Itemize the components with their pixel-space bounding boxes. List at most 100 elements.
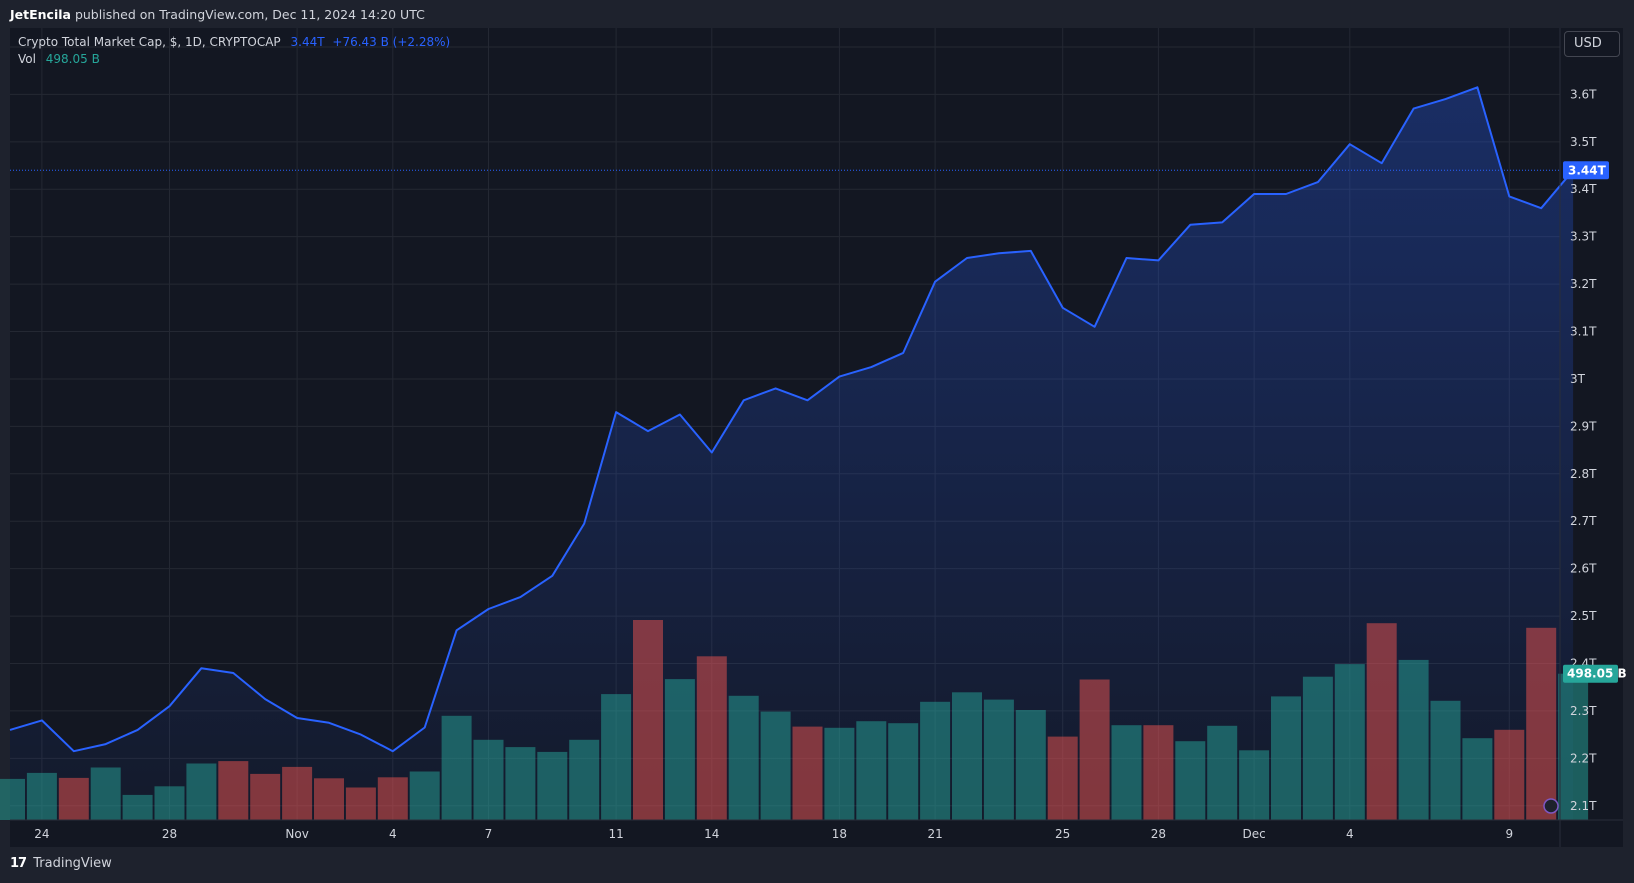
publish-info: published on TradingView.com, Dec 11, 20…	[74, 7, 425, 22]
y-tick-label: 3.5T	[1570, 135, 1597, 149]
volume-bar[interactable]	[505, 747, 536, 820]
volume-badge-label: 498.05 B	[1567, 667, 1627, 681]
volume-bar[interactable]	[1334, 664, 1365, 820]
y-tick-label: 3.2T	[1570, 277, 1597, 291]
volume-bar[interactable]	[122, 794, 153, 820]
x-tick-label: Dec	[1242, 827, 1265, 841]
symbol-title: Crypto Total Market Cap, $, 1D, CRYPTOCA…	[18, 35, 281, 49]
volume-bar[interactable]	[26, 772, 57, 820]
time-axis[interactable]: 24 28 Nov 4 7 11 14 18 21 25 28 Dec 4 9	[34, 827, 1513, 841]
y-tick-label: 2.1T	[1570, 799, 1597, 813]
volume-bar[interactable]	[664, 679, 695, 820]
volume-bar[interactable]	[1175, 741, 1206, 820]
volume-bar[interactable]	[920, 701, 951, 820]
volume-bar[interactable]	[1143, 725, 1174, 820]
volume-bar[interactable]	[888, 723, 919, 820]
volume-bar[interactable]	[1302, 676, 1333, 820]
y-tick-label: 2.5T	[1570, 609, 1597, 623]
author-name[interactable]: JetEncila	[10, 7, 71, 22]
volume-bar[interactable]	[250, 773, 281, 820]
chart-legend: Crypto Total Market Cap, $, 1D, CRYPTOCA…	[18, 34, 450, 68]
legend-volume-row[interactable]: Vol 498.05 B	[18, 51, 450, 68]
x-tick-label: 28	[1151, 827, 1166, 841]
price-axis[interactable]: 2.1T2.2T2.3T2.4T2.5T2.6T2.7T2.8T2.9T3T3.…	[1570, 40, 1597, 813]
volume-bar[interactable]	[1462, 738, 1493, 820]
x-tick-label: 28	[162, 827, 177, 841]
y-tick-label: 3T	[1570, 372, 1586, 386]
y-tick-label: 2.6T	[1570, 562, 1597, 576]
volume-bar[interactable]	[856, 721, 887, 820]
tradingview-logo[interactable]: 17 TradingView	[10, 856, 112, 871]
x-tick-label: 4	[1346, 827, 1354, 841]
volume-bar[interactable]	[441, 715, 472, 820]
price-area	[10, 87, 1574, 821]
y-tick-label: 2.7T	[1570, 514, 1597, 528]
volume-bar[interactable]	[760, 711, 791, 820]
volume-bar[interactable]	[728, 695, 759, 820]
y-tick-label: 2.9T	[1570, 419, 1597, 433]
legend-main-row[interactable]: Crypto Total Market Cap, $, 1D, CRYPTOCA…	[18, 34, 450, 51]
volume-bar[interactable]	[186, 763, 217, 821]
volume-bar[interactable]	[1239, 750, 1270, 820]
volume-badge-background	[1563, 664, 1618, 683]
x-tick-label: Nov	[285, 827, 308, 841]
volume-bar[interactable]	[0, 778, 25, 820]
volume-bar[interactable]	[601, 694, 632, 820]
volume-bar[interactable]	[90, 767, 121, 821]
y-tick-label: 2.8T	[1570, 467, 1597, 481]
volume-bar[interactable]	[1558, 673, 1589, 820]
currency-button[interactable]: USD	[1564, 31, 1620, 57]
volume-bar[interactable]	[1526, 627, 1557, 820]
x-tick-label: 24	[34, 827, 49, 841]
volume-bar[interactable]	[473, 739, 504, 820]
volume-label: Vol	[18, 52, 36, 66]
volume-bar[interactable]	[537, 751, 568, 820]
volume-bar[interactable]	[983, 699, 1014, 820]
volume-bar[interactable]	[1015, 710, 1046, 820]
volume-bar[interactable]	[218, 761, 249, 820]
volume-bars	[0, 620, 1589, 821]
y-tick-label: 3.3T	[1570, 230, 1597, 244]
volume-badge: 498.05 B	[1563, 664, 1627, 683]
volume-bar[interactable]	[58, 777, 89, 820]
y-tick-label: 2.2T	[1570, 751, 1597, 765]
volume-bar[interactable]	[345, 787, 376, 821]
volume-bar[interactable]	[633, 620, 663, 820]
volume-bar[interactable]	[1430, 700, 1461, 820]
volume-bar[interactable]	[1398, 659, 1429, 820]
volume-bar[interactable]	[1079, 679, 1110, 821]
y-tick-label: 2.3T	[1570, 704, 1597, 718]
x-tick-label: 18	[832, 827, 847, 841]
volume-bar[interactable]	[1047, 736, 1078, 820]
volume-bar[interactable]	[824, 727, 855, 820]
x-tick-label: 14	[704, 827, 719, 841]
legend-change: +76.43 B (+2.28%)	[332, 35, 451, 49]
y-tick-label: 3.6T	[1570, 87, 1597, 101]
volume-bar[interactable]	[1111, 725, 1142, 820]
volume-bar[interactable]	[154, 786, 185, 820]
volume-bar[interactable]	[792, 726, 823, 820]
volume-bar[interactable]	[1494, 729, 1525, 820]
volume-bar[interactable]	[282, 766, 313, 820]
y-tick-label: 3.1T	[1570, 325, 1597, 339]
volume-bar[interactable]	[314, 778, 344, 820]
volume-bar[interactable]	[1271, 696, 1301, 820]
price-line[interactable]	[9, 86, 1574, 753]
volume-bar[interactable]	[952, 692, 982, 820]
publish-caption: JetEncila published on TradingView.com, …	[10, 7, 425, 22]
volume-bar[interactable]	[409, 771, 440, 821]
marker-icon[interactable]	[1543, 798, 1559, 814]
x-tick-label: 11	[608, 827, 623, 841]
price-badge-background	[1563, 161, 1609, 180]
volume-bar[interactable]	[569, 739, 600, 820]
x-tick-label: 7	[485, 827, 493, 841]
volume-bar[interactable]	[1207, 725, 1238, 820]
volume-bar[interactable]	[1366, 623, 1397, 820]
x-tick-label: 4	[389, 827, 397, 841]
volume-bar[interactable]	[377, 777, 408, 820]
volume-bar[interactable]	[696, 656, 727, 820]
x-tick-label: 25	[1055, 827, 1070, 841]
x-tick-label: 9	[1505, 827, 1513, 841]
y-tick-label: 3.4T	[1570, 182, 1597, 196]
